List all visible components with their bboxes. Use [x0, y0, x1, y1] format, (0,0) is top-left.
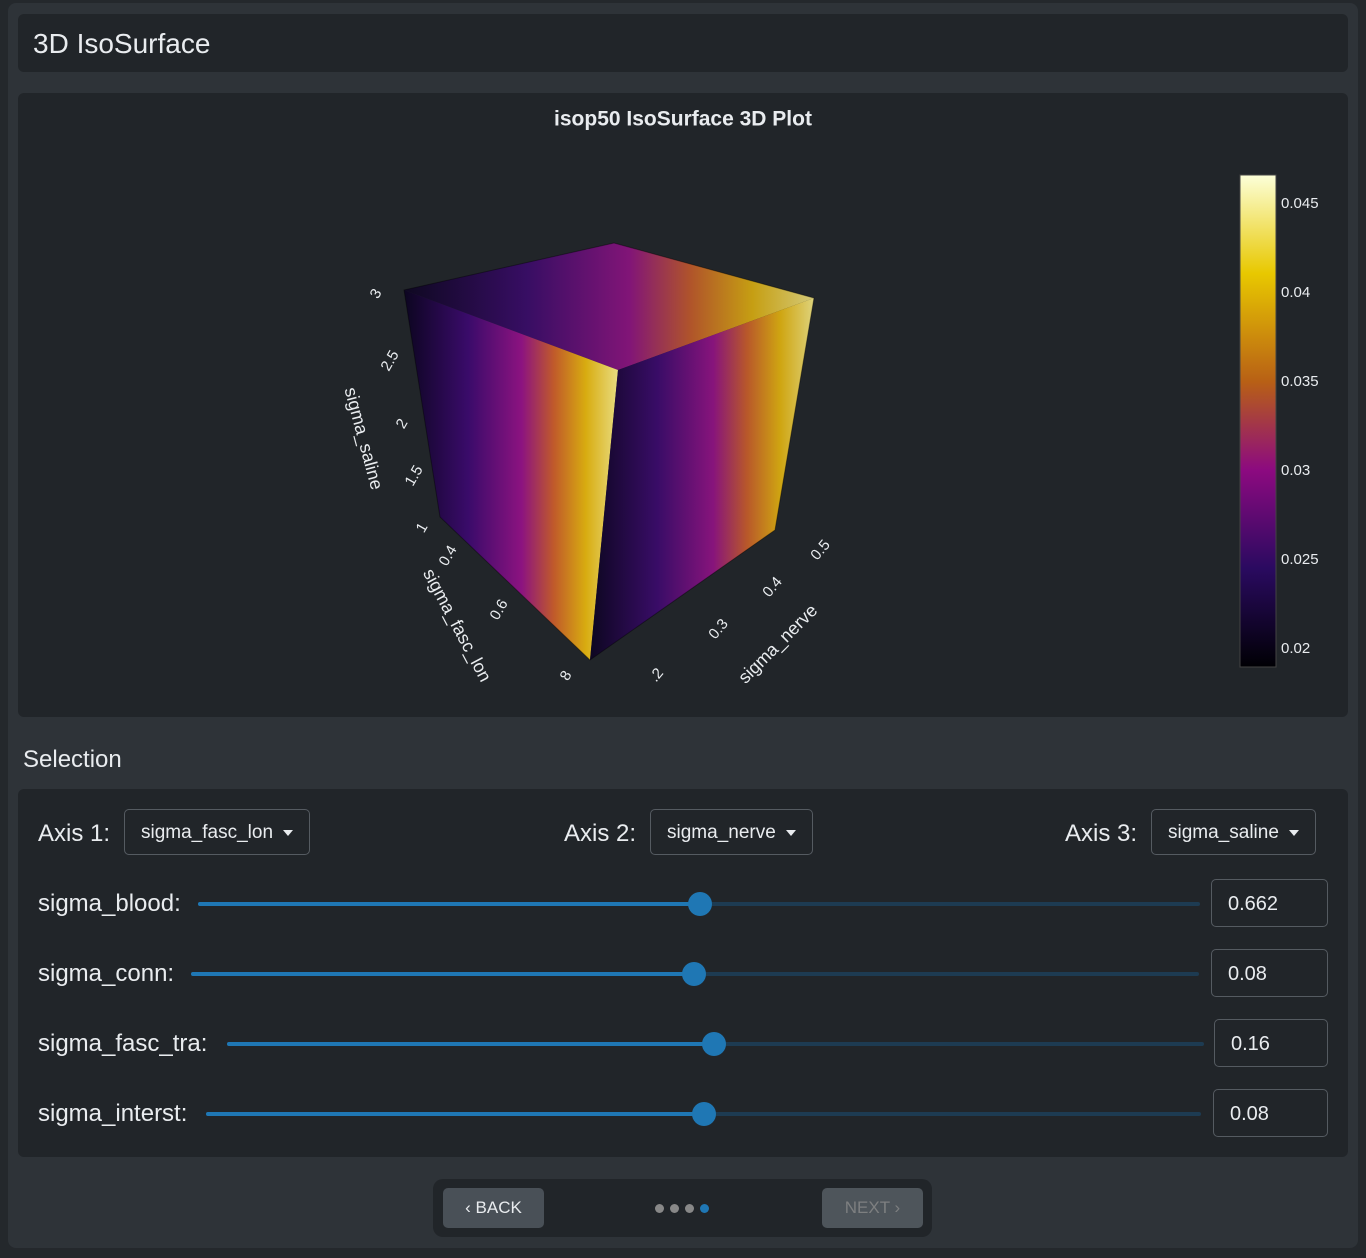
slider-label: sigma_interst:: [38, 1100, 188, 1127]
axis-text: sigma_nerve: [734, 600, 822, 688]
cube-top: [404, 243, 814, 370]
slider-thumb[interactable]: [702, 1032, 726, 1056]
slider-fill: [227, 1042, 714, 1046]
slider-track[interactable]: [198, 892, 1200, 916]
cube-left: [404, 290, 618, 660]
axis-text: 0.6: [487, 596, 512, 623]
axis-text: .2: [646, 665, 667, 686]
dot: [670, 1204, 679, 1213]
dot: [655, 1204, 664, 1213]
value-input[interactable]: 0.08: [1213, 1089, 1328, 1137]
cube-edge: [403, 242, 815, 661]
nav-bar: ‹ BACK NEXT ›: [433, 1179, 932, 1237]
axis-text: 1: [413, 520, 432, 536]
dot: [685, 1204, 694, 1213]
slider-track[interactable]: [191, 962, 1199, 986]
header-title: 3D IsoSurface: [33, 28, 211, 59]
slider-track[interactable]: [206, 1102, 1201, 1126]
slider-fill: [198, 902, 700, 906]
value-input[interactable]: 0.662: [1211, 879, 1328, 927]
colorbar-tick-label: 0.045: [1281, 195, 1319, 212]
next-button[interactable]: NEXT ›: [822, 1188, 923, 1228]
colorbar-tick-label: 0.02: [1281, 640, 1310, 657]
colorbar-tick-label: 0.035: [1281, 373, 1319, 390]
axis-text: 0.4: [759, 574, 785, 601]
axis-text: sigma_fasc_lon: [418, 565, 495, 685]
section-title: Selection: [23, 746, 122, 773]
axis-dropdown[interactable]: sigma_nerve: [650, 809, 813, 855]
axis-text: 0.4: [436, 542, 461, 569]
axis-text: sigma_saline: [340, 385, 387, 492]
back-button[interactable]: ‹ BACK: [443, 1188, 544, 1228]
colorbar-tick-label: 0.025: [1281, 551, 1319, 568]
colorbar: [1239, 174, 1277, 668]
plot-title: isop50 IsoSurface 3D Plot: [554, 108, 812, 131]
slider-fill: [206, 1112, 704, 1116]
cube-right: [590, 298, 814, 660]
axis-label: Axis 2:: [564, 820, 637, 847]
slider-fill: [191, 972, 694, 976]
axis-text: 3: [367, 286, 386, 302]
colorbar-tick-label: 0.04: [1281, 284, 1310, 301]
axis-text: 2.5: [378, 347, 403, 374]
dot-active: [700, 1204, 709, 1213]
back-label: BACK: [475, 1198, 522, 1217]
value-input[interactable]: 0.16: [1214, 1019, 1328, 1067]
header: 3D IsoSurface: [18, 14, 1348, 72]
slider-thumb[interactable]: [688, 892, 712, 916]
axis-text: 0.3: [705, 616, 731, 643]
slider-label: sigma_fasc_tra:: [38, 1030, 208, 1057]
selection-panel: Axis 1: sigma_fasc_lon Axis 2: sigma_nerve A…: [18, 789, 1348, 1157]
slider-label: sigma_conn:: [38, 960, 175, 987]
slider-track[interactable]: [227, 1032, 1204, 1056]
axis-dropdown[interactable]: sigma_fasc_lon: [124, 809, 311, 855]
axis-label: Axis 3:: [1065, 820, 1138, 847]
slider-thumb[interactable]: [692, 1102, 716, 1126]
plot: isop50 IsoSurface 3D Plot 1 1.5 2 2.5 3 sigma…: [340, 108, 1319, 688]
axis-text: 1.5: [402, 462, 427, 489]
slider-label: sigma_blood:: [38, 890, 181, 917]
value-input[interactable]: 0.08: [1211, 949, 1328, 997]
axis-dropdown[interactable]: sigma_saline: [1151, 809, 1316, 855]
slider-thumb[interactable]: [682, 962, 706, 986]
plot-panel: isop50 IsoSurface 3D Plot 1 1.5 2 2.5 3 sigma…: [18, 93, 1348, 717]
colorbar-tick-label: 0.03: [1281, 462, 1310, 479]
axis-label: Axis 1:: [38, 820, 111, 847]
axis-text: 2: [393, 416, 412, 432]
next-label: NEXT: [844, 1198, 890, 1217]
axis-text: 8: [557, 668, 576, 684]
axis-text: 0.5: [807, 537, 833, 564]
